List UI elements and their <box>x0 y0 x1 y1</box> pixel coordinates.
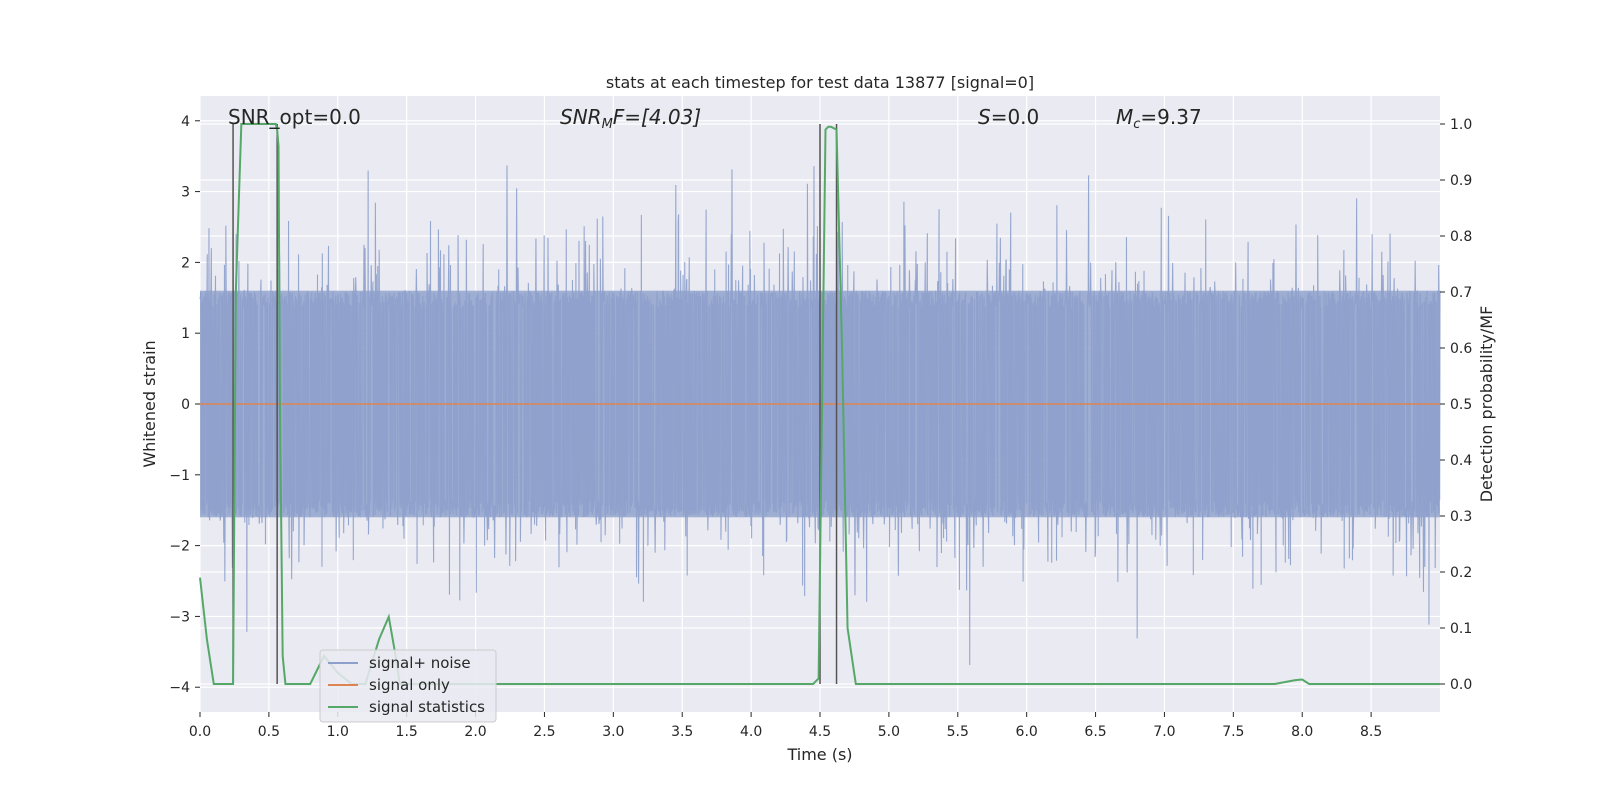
right-y-tick-label: 0.4 <box>1450 453 1472 469</box>
y-axis-label: Whitened strain <box>140 340 159 467</box>
x-tick-label: 7.0 <box>1153 724 1175 740</box>
mc-rest: =9.37 <box>1140 105 1201 129</box>
x-tick-label: 4.5 <box>809 724 831 740</box>
mc-sub: c <box>1133 117 1140 132</box>
x-tick-label: 7.5 <box>1222 724 1244 740</box>
y-tick-label: −3 <box>169 609 190 625</box>
legend-label-signal-noise: signal+ noise <box>369 654 471 672</box>
legend: signal+ noise signal only signal statist… <box>319 649 497 723</box>
legend-label-signal-only: signal only <box>369 676 450 694</box>
x-tick-label: 0.0 <box>189 724 211 740</box>
y-tick-label: 2 <box>181 255 190 271</box>
y-tick-label: 3 <box>181 185 190 201</box>
x-tick-label: 0.5 <box>258 724 280 740</box>
y-tick-label: −1 <box>169 468 190 484</box>
annotation-snr-opt: SNR_opt=0.0 <box>228 105 361 129</box>
x-tick-label: 8.5 <box>1360 724 1382 740</box>
annotation-mc: Mc=9.37 <box>1116 105 1202 132</box>
y-tick-label: −2 <box>169 539 190 555</box>
snr-mf-rest: F=[4.03] <box>613 105 701 129</box>
right-y-tick-label: 0.1 <box>1450 621 1472 637</box>
signal-statistics-series <box>199 123 1440 685</box>
s-main: S <box>978 105 991 129</box>
mc-main: M <box>1116 105 1133 129</box>
right-y-tick-label: 0.2 <box>1450 565 1472 581</box>
right-y-axis-ticks: 1.0 0.9 0.8 0.7 0.6 0.5 0.4 0.3 0.2 0.1 0.0 <box>1440 117 1472 693</box>
y-tick-label: 1 <box>181 326 190 342</box>
snr-mf-main: SNR <box>560 105 602 129</box>
x-tick-label: 8.0 <box>1291 724 1313 740</box>
x-tick-label: 6.5 <box>1084 724 1106 740</box>
right-y-tick-label: 0.0 <box>1450 677 1472 693</box>
x-tick-label: 3.5 <box>671 724 693 740</box>
y-axis-ticks: 4 3 2 1 0 −1 −2 −3 −4 <box>169 114 200 696</box>
legend-box <box>319 649 497 723</box>
right-y-tick-label: 0.9 <box>1450 173 1472 189</box>
right-y-axis-label: Detection probability/MF <box>1477 306 1496 503</box>
x-tick-label: 1.5 <box>396 724 418 740</box>
legend-label-signal-statistics: signal statistics <box>369 698 485 716</box>
x-tick-label: 2.0 <box>464 724 486 740</box>
x-tick-label: 5.0 <box>878 724 900 740</box>
x-tick-label: 3.0 <box>602 724 624 740</box>
y-tick-label: −4 <box>169 680 190 696</box>
y-tick-label: 4 <box>181 114 190 130</box>
right-y-tick-label: 0.8 <box>1450 229 1472 245</box>
x-tick-label: 4.0 <box>740 724 762 740</box>
s-rest: =0.0 <box>991 105 1040 129</box>
x-tick-label: 6.0 <box>1016 724 1038 740</box>
x-tick-label: 5.5 <box>947 724 969 740</box>
right-y-tick-label: 0.5 <box>1450 397 1472 413</box>
chart-title: stats at each timestep for test data 138… <box>606 73 1034 92</box>
x-axis-ticks: 0.0 0.5 1.0 1.5 2.0 2.5 3.0 3.5 4.0 4.5 5.0 5.5 6.0 6… <box>189 712 1382 740</box>
x-axis-label: Time (s) <box>786 745 852 764</box>
x-tick-label: 2.5 <box>533 724 555 740</box>
annotation-s: S=0.0 <box>978 105 1039 129</box>
y-tick-label: 0 <box>181 397 190 413</box>
x-tick-label: 1.0 <box>327 724 349 740</box>
right-y-tick-label: 0.6 <box>1450 341 1472 357</box>
right-y-tick-label: 1.0 <box>1450 117 1472 133</box>
right-y-tick-label: 0.3 <box>1450 509 1472 525</box>
right-y-tick-label: 0.7 <box>1450 285 1472 301</box>
snr-mf-sub: M <box>602 117 613 132</box>
annotation-snr-mf: SNRMF=[4.03] <box>560 105 701 132</box>
